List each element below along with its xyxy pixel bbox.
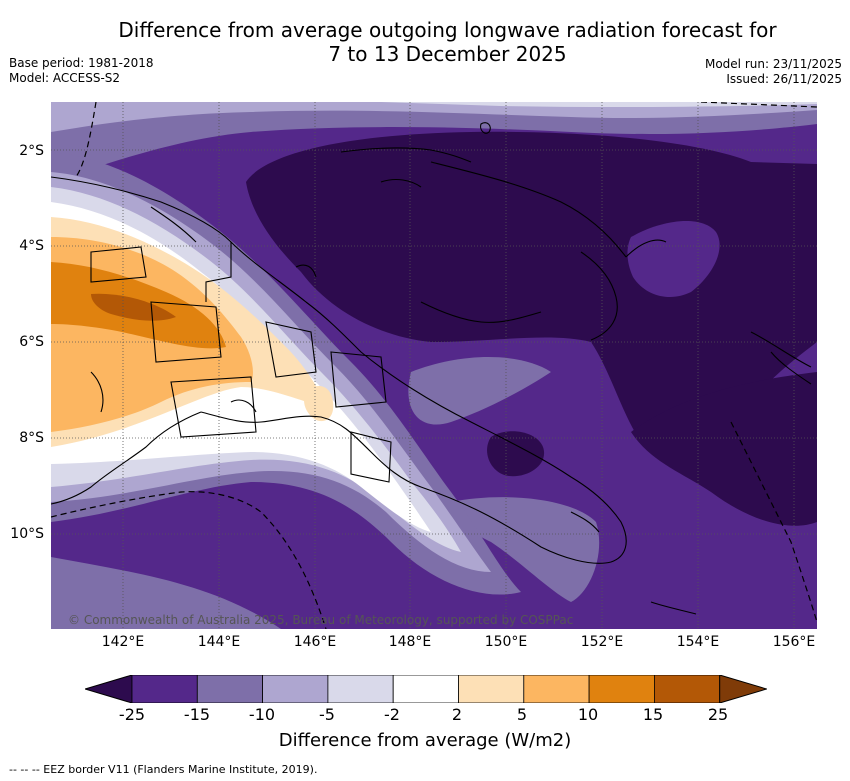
lon-label: 144°E [197,634,241,650]
field-lilac-se2 [451,497,600,602]
eez-borders [51,102,817,629]
meta-right: Model run: 23/11/2025 Issued: 26/11/2025 [705,57,842,87]
colorbar-bin [262,674,329,704]
colorbar-tick: -5 [319,705,335,724]
model-run: Model run: 23/11/2025 [704,57,842,71]
colorbar-tick: 15 [642,705,664,724]
colorbar-extend-high [719,674,769,704]
lat-label: 8°S [19,430,44,446]
gridlines [51,102,817,629]
meta-left: Base period: 1981-2018 Model: ACCESS-S2 [9,56,154,86]
lon-label: 150°E [484,634,528,650]
field-dark-north [246,131,817,461]
colorbar-label: Difference from average (W/m2) [278,730,572,751]
lon-label: 148°E [388,634,432,650]
colorbar-bin [131,674,198,704]
colorbar-bin [392,674,459,704]
lon-label: 156°E [772,634,816,650]
map-area [51,102,817,629]
colorbar-bin [196,674,264,704]
copyright-notice: © Commonwealth of Australia 2025, Bureau… [68,613,574,627]
lon-label: 146°E [293,634,337,650]
colorbar-tick: 10 [577,705,599,724]
field-top-mid [51,102,817,182]
colorbar-tick: -25 [118,705,146,724]
colorbar [83,674,769,704]
lon-label: 142°E [101,634,145,650]
colorbar-extend-low [83,674,133,704]
eez-footnote: -- -- -- EEZ border V11 (Flanders Marine… [9,763,318,776]
title-line-2: 7 to 13 December 2025 [328,42,567,66]
lat-label: 10°S [10,526,44,542]
lat-label: 6°S [19,334,44,350]
colorbar-bin [654,674,721,704]
field-top-light [51,102,817,132]
colorbar-bin [458,674,525,704]
field-dark-east [631,372,817,526]
map-title: Difference from average outgoing longwav… [0,18,850,66]
colorbar-bin [523,674,590,704]
model-name: Model: ACCESS-S2 [9,71,121,85]
colorbar-tick: -10 [248,705,276,724]
field-purple-patch [627,221,720,297]
lon-label: 152°E [580,634,624,650]
colorbar-tick: -2 [384,705,400,724]
colorbar-tick: 5 [516,705,528,724]
lat-label: 2°S [19,143,44,159]
field-warm-east [304,386,334,422]
colorbar-bin [588,674,655,704]
field-warm-15-25 [91,293,176,321]
colorbar-bin [327,674,394,704]
lon-label: 154°E [676,634,720,650]
colorbar-tick: 2 [451,705,463,724]
title-line-1: Difference from average outgoing longwav… [118,18,777,42]
coastlines [51,122,812,615]
field-sw-light [51,557,281,629]
base-period: Base period: 1981-2018 [9,56,154,70]
colorbar-tick: -15 [183,705,211,724]
colorbar-tick: 25 [707,705,729,724]
issued-date: Issued: 26/11/2025 [726,72,842,86]
field-top-white [381,102,817,108]
lat-label: 4°S [19,238,44,254]
field-dark-blob [487,431,545,477]
